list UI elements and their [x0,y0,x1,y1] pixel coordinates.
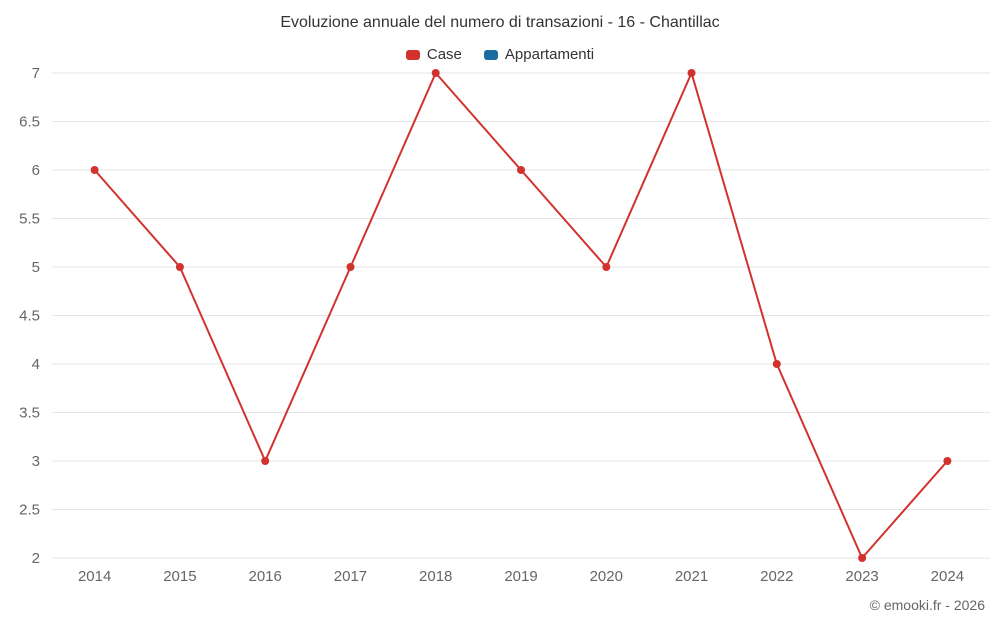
x-axis-label: 2023 [845,568,878,585]
chart-legend: Case Appartamenti [0,46,1000,63]
x-axis-label: 2018 [419,568,452,585]
y-axis-label: 3.5 [19,405,40,422]
x-axis-label: 2024 [931,568,964,585]
y-axis-label: 6 [32,162,40,179]
y-axis-label: 5.5 [19,211,40,228]
x-axis-label: 2022 [760,568,793,585]
y-axis-label: 7 [32,65,40,82]
y-axis-label: 4.5 [19,308,40,325]
data-point-case-2015[interactable] [175,263,184,271]
data-point-case-2022[interactable] [772,360,781,368]
legend-swatch-case-icon [405,49,420,60]
legend-label-case: Case [426,46,462,63]
data-point-case-2016[interactable] [261,457,270,465]
x-axis-label: 2021 [675,568,708,585]
data-point-case-2024[interactable] [943,457,952,465]
legend-label-appartamenti: Appartamenti [504,46,595,63]
y-axis-label: 6.5 [19,114,40,131]
x-axis-label: 2019 [504,568,537,585]
data-point-case-2023[interactable] [858,554,867,562]
x-axis-label: 2014 [78,568,111,585]
data-point-case-2019[interactable] [517,166,525,174]
chart-credits-link[interactable]: © emooki.fr - 2026 [869,597,985,613]
data-point-case-2014[interactable] [90,166,99,174]
y-axis-label: 3 [32,453,40,470]
y-axis-label: 2.5 [19,502,40,519]
data-point-case-2017[interactable] [346,263,355,271]
data-point-case-2018[interactable] [431,69,440,77]
x-axis-label: 2016 [248,568,281,585]
y-axis-label: 4 [32,356,40,373]
data-point-case-2020[interactable] [602,263,611,271]
legend-item-case[interactable]: Case [405,46,462,63]
legend-swatch-appartamenti-icon [483,49,498,60]
y-axis-label: 5 [32,259,40,276]
x-axis-label: 2015 [163,568,196,585]
legend-item-appartamenti[interactable]: Appartamenti [483,46,595,63]
x-axis-label: 2017 [334,568,367,585]
y-axis-label: 2 [32,550,40,567]
data-point-case-2021[interactable] [687,69,696,77]
chart-title: Evoluzione annuale del numero di transaz… [280,14,720,31]
x-axis-label: 2020 [590,568,623,585]
